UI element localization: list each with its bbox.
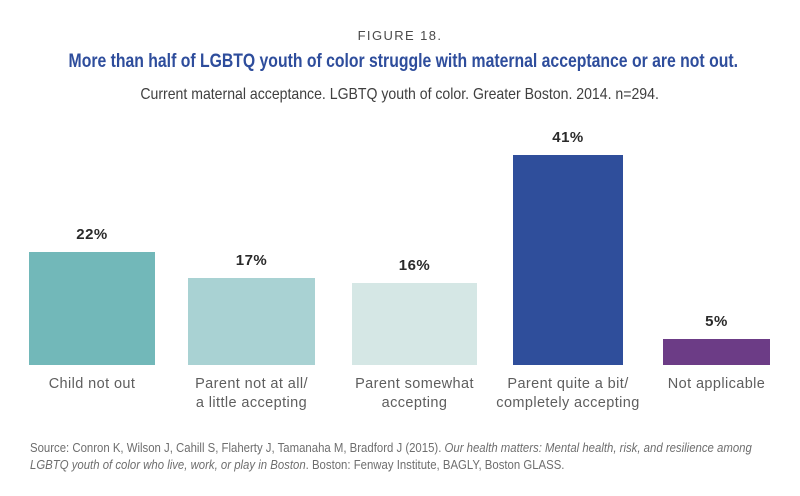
bar-category-label-1: Child not out	[48, 376, 136, 392]
bar-category-label-5: Not applicable	[667, 376, 766, 392]
bar-1	[29, 252, 155, 365]
source-note-citation-title: Our health matters: Mental health, risk,…	[30, 440, 752, 472]
bar-value-label-4: 41%	[552, 129, 584, 146]
bar-value-label-5: 5%	[705, 313, 728, 330]
source-note-post: . Boston: Fenway Institute, BAGLY, Bosto…	[305, 457, 565, 472]
bar-category-label-4: Parent quite a bit/completely accepting	[496, 376, 640, 411]
bar-value-label-3: 16%	[398, 257, 431, 274]
bar-category-label-2: Parent not at all/a little accepting	[195, 376, 308, 411]
source-note-pre: Source: Conron K, Wilson J, Cahill S, Fl…	[30, 440, 445, 455]
chart-title-row: More than half of LGBTQ youth of color s…	[0, 51, 800, 73]
bar-2	[188, 278, 315, 365]
figure-number-label: FIGURE 18.	[357, 28, 443, 43]
source-note: Source: Conron K, Wilson J, Cahill S, Fl…	[30, 439, 763, 473]
bar-3	[352, 283, 477, 365]
chart-subtitle: Current maternal acceptance. LGBTQ youth…	[140, 86, 660, 103]
bar-category-label-3: Parent somewhat accepting	[355, 376, 474, 411]
chart-title: More than half of LGBTQ youth of color s…	[68, 51, 738, 72]
chart-subtitle-row: Current maternal acceptance. LGBTQ youth…	[0, 86, 800, 104]
bar-4	[513, 155, 623, 365]
bar-5	[663, 339, 770, 365]
bar-value-label-2: 17%	[235, 252, 268, 269]
bar-value-label-1: 22%	[76, 226, 108, 243]
